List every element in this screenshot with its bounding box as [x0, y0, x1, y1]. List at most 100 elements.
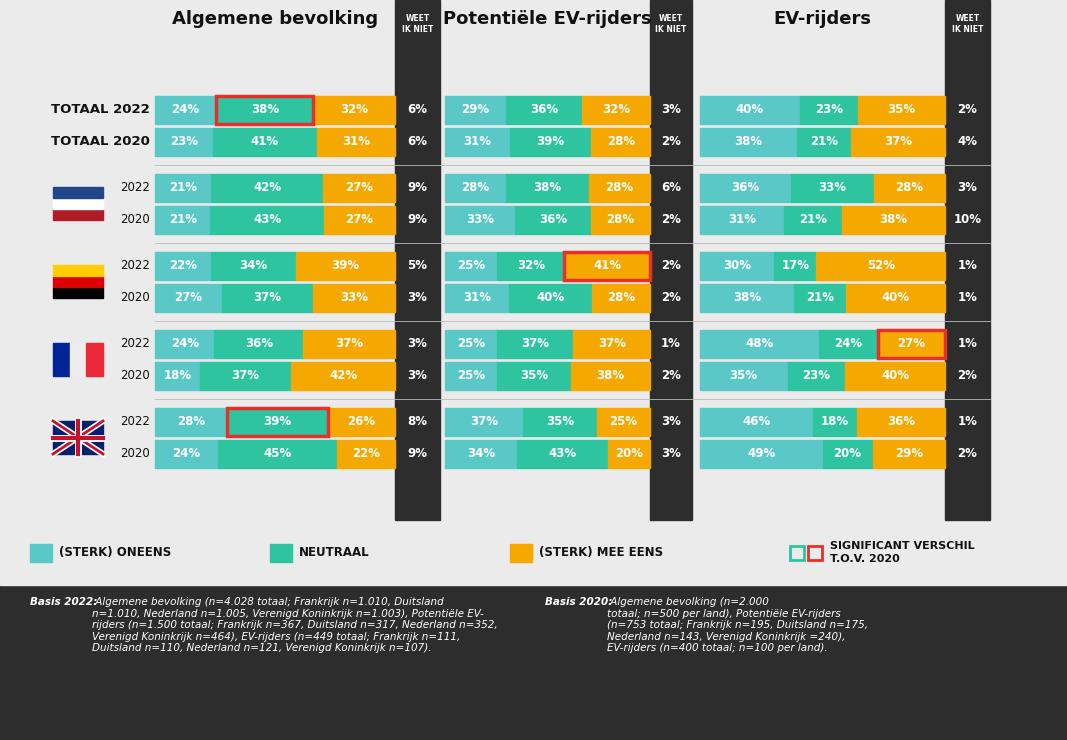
Text: 25%: 25%: [457, 337, 484, 350]
Bar: [155, 362, 200, 389]
Text: 37%: 37%: [521, 337, 550, 350]
Text: 32%: 32%: [516, 259, 545, 272]
Text: 2020: 2020: [121, 447, 150, 460]
Bar: [775, 252, 816, 280]
Text: 24%: 24%: [172, 103, 200, 116]
Text: 2020: 2020: [121, 369, 150, 382]
Text: 28%: 28%: [461, 181, 490, 194]
Bar: [506, 95, 583, 124]
Text: 41%: 41%: [593, 259, 621, 272]
Bar: [818, 329, 878, 357]
Bar: [842, 206, 945, 234]
Bar: [0, 0, 1067, 520]
Text: 21%: 21%: [806, 291, 834, 304]
Bar: [323, 206, 395, 234]
Text: 39%: 39%: [537, 135, 564, 148]
Bar: [314, 283, 395, 312]
Bar: [445, 173, 506, 201]
Bar: [291, 362, 395, 389]
Text: 40%: 40%: [736, 103, 764, 116]
Text: 43%: 43%: [253, 213, 281, 226]
Text: 33%: 33%: [818, 181, 846, 194]
Text: NEUTRAAL: NEUTRAAL: [299, 546, 369, 559]
Text: 10%: 10%: [954, 213, 982, 226]
Bar: [445, 95, 506, 124]
Text: 1%: 1%: [957, 291, 977, 304]
Bar: [155, 173, 211, 201]
Bar: [510, 127, 591, 155]
Bar: [700, 283, 794, 312]
Bar: [200, 362, 291, 389]
Text: 38%: 38%: [596, 369, 624, 382]
Bar: [314, 95, 395, 124]
Text: 21%: 21%: [169, 181, 197, 194]
Text: EV-rijders: EV-rijders: [774, 10, 872, 28]
Bar: [0, 520, 1067, 585]
Text: 24%: 24%: [834, 337, 862, 350]
Text: 43%: 43%: [548, 447, 576, 460]
Text: 45%: 45%: [264, 447, 291, 460]
Bar: [337, 440, 395, 468]
Bar: [509, 283, 592, 312]
Bar: [445, 408, 523, 436]
Text: 17%: 17%: [781, 259, 809, 272]
Bar: [214, 329, 303, 357]
Text: 2%: 2%: [957, 103, 977, 116]
Text: 40%: 40%: [881, 369, 909, 382]
Text: 2%: 2%: [662, 369, 681, 382]
Text: 28%: 28%: [606, 213, 635, 226]
Bar: [823, 440, 873, 468]
Bar: [155, 95, 217, 124]
Bar: [564, 252, 650, 280]
Bar: [155, 206, 210, 234]
Text: 33%: 33%: [466, 213, 494, 226]
Bar: [211, 173, 323, 201]
Text: 1%: 1%: [662, 337, 681, 350]
Text: TOTAAL 2020: TOTAAL 2020: [51, 135, 150, 148]
Text: 35%: 35%: [730, 369, 758, 382]
Bar: [564, 252, 650, 280]
Text: 33%: 33%: [340, 291, 368, 304]
Bar: [700, 362, 787, 389]
Text: 24%: 24%: [171, 337, 198, 350]
Text: 35%: 35%: [520, 369, 548, 382]
Bar: [857, 408, 945, 436]
Text: Potentiële EV-rijders: Potentiële EV-rijders: [443, 10, 652, 28]
Text: 37%: 37%: [471, 415, 498, 428]
Bar: [700, 95, 800, 124]
Text: 21%: 21%: [799, 213, 827, 226]
Text: 38%: 38%: [733, 291, 761, 304]
Bar: [297, 252, 395, 280]
Bar: [217, 95, 314, 124]
Text: 36%: 36%: [731, 181, 760, 194]
Text: 4%: 4%: [957, 135, 977, 148]
Text: Algemene bevolking: Algemene bevolking: [172, 10, 378, 28]
Bar: [445, 329, 497, 357]
Bar: [845, 362, 945, 389]
Text: 25%: 25%: [609, 415, 638, 428]
Text: 46%: 46%: [743, 415, 770, 428]
Text: 28%: 28%: [607, 291, 635, 304]
Bar: [328, 408, 395, 436]
Bar: [270, 543, 292, 562]
Bar: [445, 206, 514, 234]
Bar: [445, 440, 516, 468]
Bar: [506, 173, 589, 201]
Bar: [700, 408, 813, 436]
Text: 26%: 26%: [348, 415, 376, 428]
Bar: [53, 209, 103, 220]
Text: 3%: 3%: [408, 369, 428, 382]
Text: 37%: 37%: [883, 135, 912, 148]
Text: 41%: 41%: [251, 135, 278, 148]
Text: 6%: 6%: [660, 181, 681, 194]
Text: 2020: 2020: [121, 213, 150, 226]
Bar: [700, 329, 818, 357]
Bar: [700, 127, 797, 155]
Bar: [858, 95, 945, 124]
Text: 36%: 36%: [244, 337, 273, 350]
Bar: [155, 329, 214, 357]
Bar: [878, 329, 945, 357]
Bar: [210, 252, 297, 280]
Text: 31%: 31%: [728, 213, 757, 226]
Bar: [155, 440, 219, 468]
